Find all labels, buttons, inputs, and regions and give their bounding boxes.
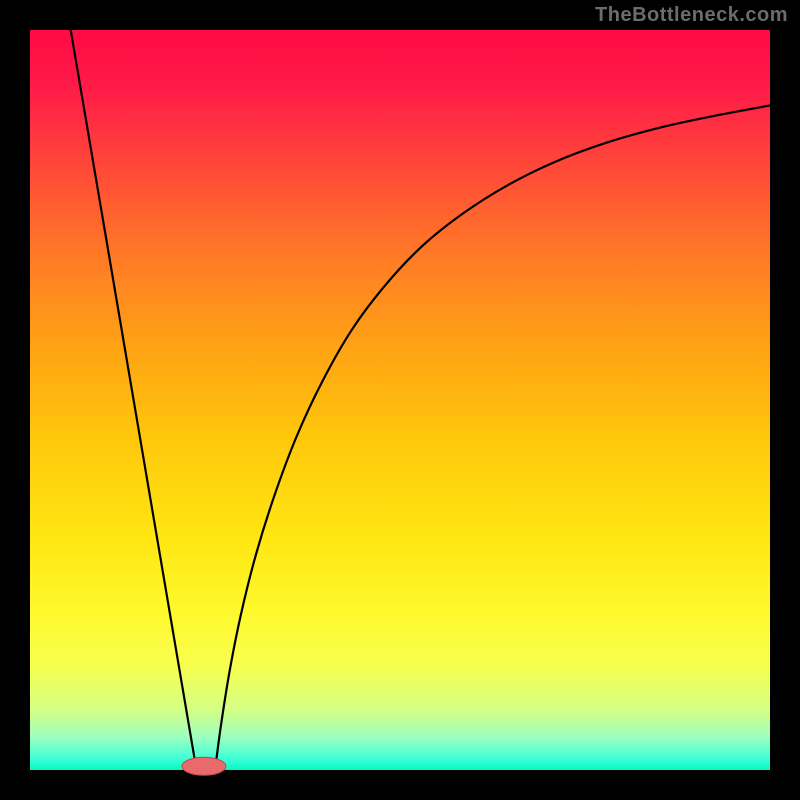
dip-marker — [182, 757, 226, 775]
chart-container: TheBottleneck.com — [0, 0, 800, 800]
watermark-text: TheBottleneck.com — [595, 4, 788, 27]
plot-svg — [0, 0, 800, 800]
